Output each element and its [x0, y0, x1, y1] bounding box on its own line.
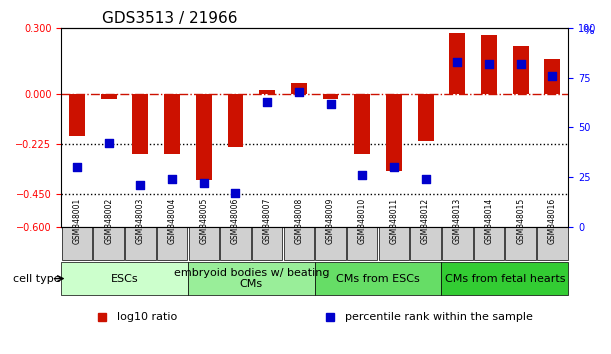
Bar: [323, 95, 338, 99]
Text: cell type: cell type: [13, 274, 61, 284]
Text: CMs from fetal hearts: CMs from fetal hearts: [445, 274, 565, 284]
Text: GSM348009: GSM348009: [326, 197, 335, 244]
Point: [389, 164, 399, 170]
Text: GSM348003: GSM348003: [136, 197, 145, 244]
Point: [262, 99, 272, 104]
FancyBboxPatch shape: [157, 227, 187, 260]
Bar: [386, 95, 402, 171]
FancyBboxPatch shape: [125, 227, 156, 260]
FancyBboxPatch shape: [505, 227, 536, 260]
Text: GDS3513 / 21966: GDS3513 / 21966: [101, 11, 237, 26]
Bar: [513, 46, 529, 95]
FancyBboxPatch shape: [537, 227, 568, 260]
FancyBboxPatch shape: [284, 227, 314, 260]
Point: [421, 176, 431, 182]
Point: [516, 61, 525, 67]
Point: [199, 180, 208, 186]
Text: GSM348002: GSM348002: [104, 197, 113, 244]
Y-axis label: %: %: [584, 26, 594, 36]
Text: GSM348013: GSM348013: [453, 197, 462, 244]
Point: [230, 190, 240, 196]
Bar: [354, 95, 370, 154]
FancyBboxPatch shape: [188, 262, 315, 295]
Text: CMs from ESCs: CMs from ESCs: [336, 274, 420, 284]
Text: GSM348011: GSM348011: [389, 198, 398, 244]
Bar: [481, 35, 497, 95]
Point: [167, 176, 177, 182]
Text: GSM348007: GSM348007: [263, 197, 272, 244]
Text: GSM348006: GSM348006: [231, 197, 240, 244]
Bar: [418, 95, 434, 141]
FancyBboxPatch shape: [189, 227, 219, 260]
FancyBboxPatch shape: [252, 227, 282, 260]
Point: [294, 89, 304, 95]
Point: [547, 73, 557, 79]
Text: GSM348012: GSM348012: [421, 198, 430, 244]
FancyBboxPatch shape: [474, 227, 504, 260]
Point: [484, 61, 494, 67]
Bar: [69, 95, 85, 136]
FancyBboxPatch shape: [441, 262, 568, 295]
Point: [357, 172, 367, 178]
Text: GSM348005: GSM348005: [199, 197, 208, 244]
Text: percentile rank within the sample: percentile rank within the sample: [345, 312, 533, 322]
FancyBboxPatch shape: [93, 227, 124, 260]
Text: ESCs: ESCs: [111, 274, 138, 284]
Text: GSM348014: GSM348014: [485, 197, 494, 244]
Bar: [133, 95, 148, 154]
Text: GSM348008: GSM348008: [295, 197, 303, 244]
Bar: [449, 33, 465, 95]
FancyBboxPatch shape: [442, 227, 472, 260]
FancyBboxPatch shape: [379, 227, 409, 260]
Point: [136, 182, 145, 188]
Text: GSM348010: GSM348010: [357, 197, 367, 244]
Bar: [544, 59, 560, 95]
FancyBboxPatch shape: [315, 262, 441, 295]
Text: log10 ratio: log10 ratio: [117, 312, 177, 322]
Text: GSM348016: GSM348016: [548, 197, 557, 244]
Bar: [259, 90, 275, 95]
FancyBboxPatch shape: [62, 227, 92, 260]
Bar: [196, 95, 211, 180]
Text: GSM348015: GSM348015: [516, 197, 525, 244]
FancyBboxPatch shape: [315, 227, 346, 260]
Text: GSM348001: GSM348001: [73, 197, 81, 244]
FancyBboxPatch shape: [220, 227, 251, 260]
Point: [326, 101, 335, 107]
Bar: [101, 95, 117, 99]
FancyBboxPatch shape: [61, 262, 188, 295]
Text: GSM348004: GSM348004: [167, 197, 177, 244]
FancyBboxPatch shape: [411, 227, 441, 260]
Point: [104, 141, 114, 146]
Bar: [164, 95, 180, 154]
Text: embryoid bodies w/ beating
CMs: embryoid bodies w/ beating CMs: [174, 268, 329, 289]
Bar: [227, 95, 243, 147]
FancyBboxPatch shape: [347, 227, 378, 260]
Bar: [291, 84, 307, 95]
Point: [72, 164, 82, 170]
Point: [452, 59, 462, 65]
